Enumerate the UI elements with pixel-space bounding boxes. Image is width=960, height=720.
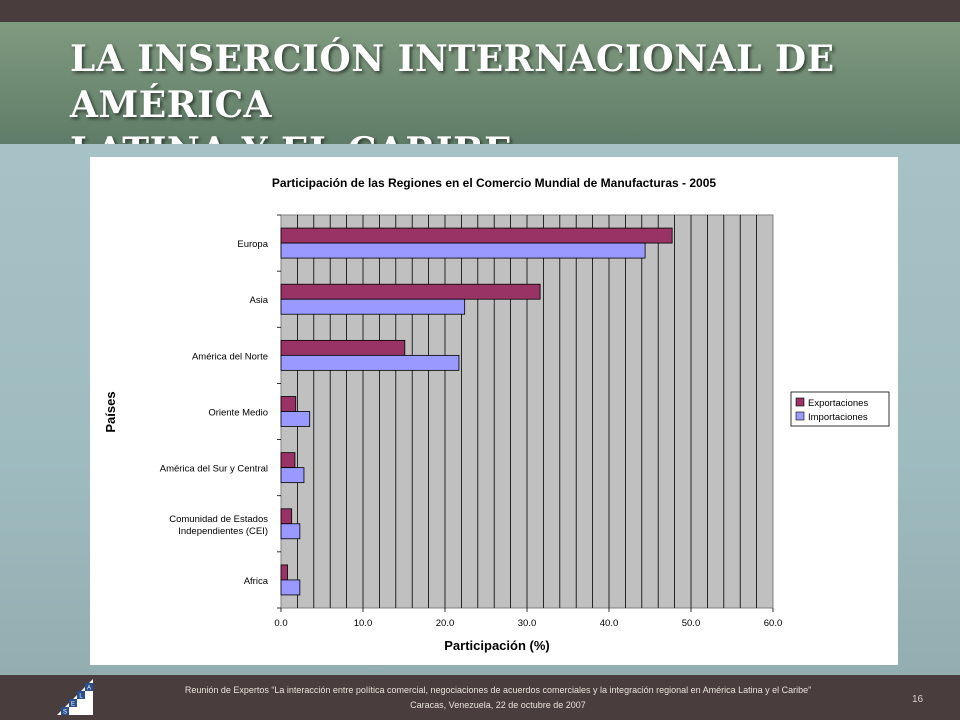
slide-title-line1: LA INSERCIÓN INTERNACIONAL DE AMÉRICA [70,38,835,126]
logo-triangle [57,679,93,715]
category-label: Europa [237,239,268,250]
footer-place-date: Caracas, Venezuela, 22 de octubre de 200… [410,700,586,710]
logo-letter-e: E [71,702,75,708]
category-label: Asia [250,295,269,306]
footer-event-text: Reunión de Expertos “La interacción entr… [184,685,812,695]
chart-title: Participación de las Regiones en el Come… [272,176,716,190]
x-tick-label: 30.0 [518,618,537,629]
x-tick-label: 60.0 [764,618,783,629]
bar-exportaciones [280,452,296,469]
bar-exportaciones [280,564,288,581]
bar-importaciones [280,354,460,371]
legend-label: Importaciones [808,412,868,423]
legend-swatch [795,397,805,407]
bar-exportaciones [280,227,673,244]
x-axis-title: Participación (%) [444,638,549,653]
legend-swatch [795,411,805,421]
footer-bar [0,675,960,720]
bar-importaciones [280,467,305,484]
sela-logo: S E L A [57,679,93,716]
bar-importaciones [280,242,646,259]
x-tick-label: 10.0 [354,618,373,629]
logo-letter-s: S [63,710,67,716]
category-label: Oriente Medio [208,408,268,419]
category-label: Africa [244,576,269,587]
bar-importaciones [280,523,301,540]
x-tick-label: 20.0 [436,618,455,629]
bar-importaciones [280,411,311,427]
category-label: América del Norte [192,351,268,362]
chart-panel: Participación de las Regiones en el Come… [90,157,898,665]
bar-exportaciones [280,283,541,300]
logo-letter-l: L [79,694,83,700]
bar-exportaciones [280,339,406,356]
bar-exportaciones [280,396,297,412]
x-tick-label: 40.0 [600,618,619,629]
legend-label: Exportaciones [808,398,868,409]
bar-chart: Participación de las Regiones en el Come… [103,176,890,653]
y-axis-title: Países [103,391,118,432]
category-label: América del Sur y Central [160,464,268,475]
bar-exportaciones [280,508,293,525]
x-tick-label: 50.0 [682,618,701,629]
category-label: Independientes (CEI) [178,526,268,537]
bar-importaciones [280,298,466,315]
logo-letter-a: A [87,686,91,692]
category-label: Comunidad de Estados [169,514,268,525]
legend-box [790,391,890,427]
title-band [0,22,960,144]
bar-importaciones [280,579,301,596]
x-tick-label: 0.0 [274,618,287,629]
page-number: 16 [912,694,924,705]
top-strip [0,0,960,22]
